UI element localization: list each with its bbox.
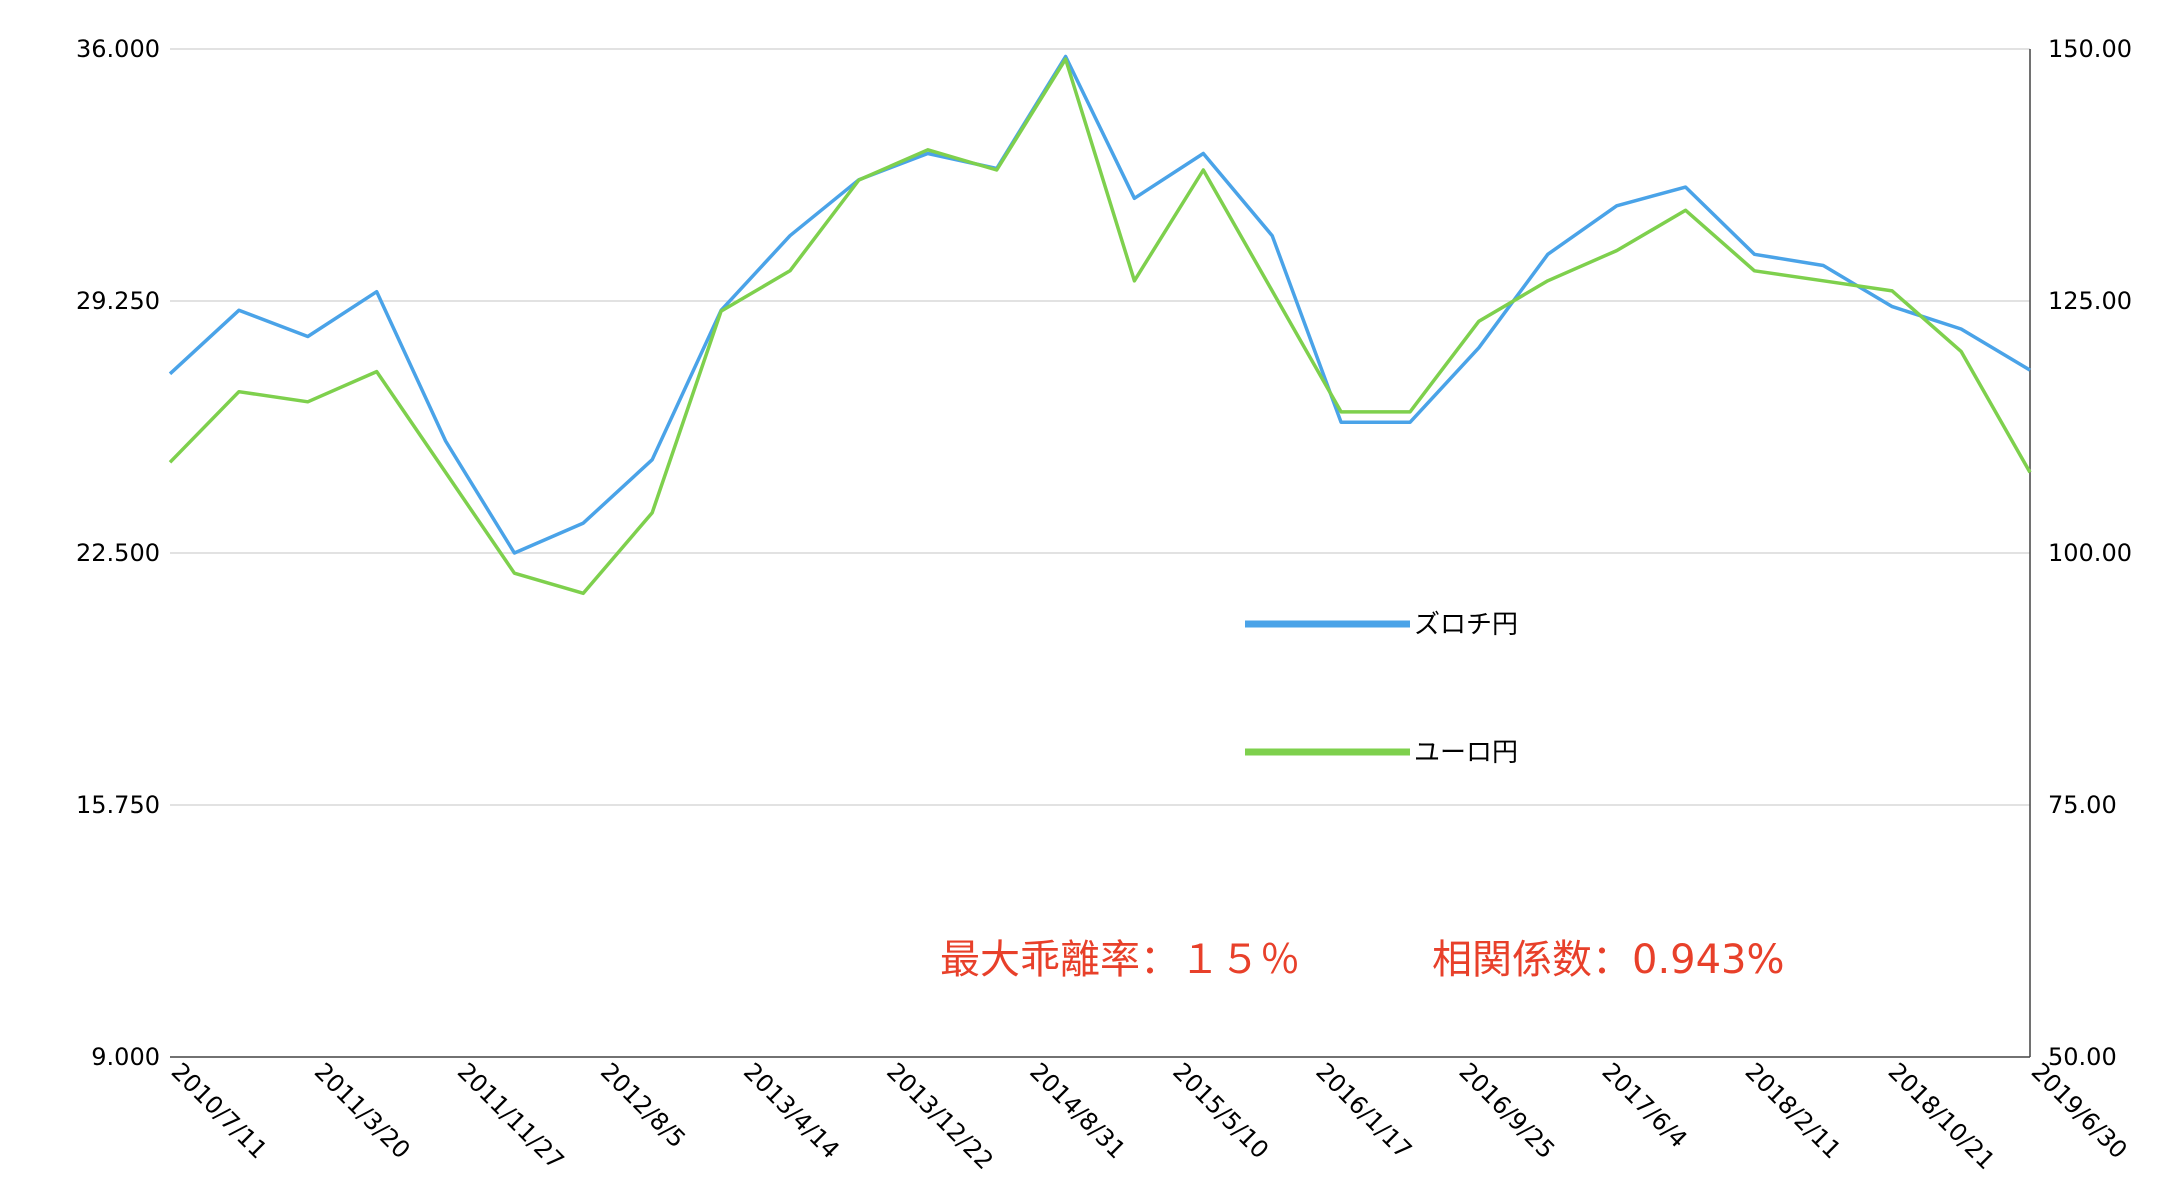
y2-tick-label: 75.00 — [2048, 791, 2117, 819]
x-tick-label: 2019/6/30 — [2026, 1057, 2133, 1164]
x-tick: 2013/12/22 — [881, 1057, 999, 1175]
x-tick-label: 2018/2/11 — [1740, 1057, 1847, 1164]
y-tick-label: 15.750 — [76, 791, 160, 819]
y-tick-labels-left: 9.000 15.750 22.500 29.250 36.000 — [76, 35, 160, 1071]
x-tick-label: 2013/12/22 — [881, 1057, 999, 1175]
axes — [170, 49, 2031, 1058]
x-tick: 2016/1/17 — [1310, 1057, 1417, 1164]
x-tick: 2013/4/14 — [738, 1057, 845, 1164]
x-tick: 2017/6/4 — [1597, 1057, 1693, 1153]
x-tick-label: 2017/6/4 — [1597, 1057, 1693, 1153]
x-tick: 2016/9/25 — [1453, 1057, 1560, 1164]
y-tick-labels-right: 50.00 75.00 100.00 125.00 150.00 — [2048, 35, 2132, 1071]
max-divergence-annotation: 最大乖離率：１５％ — [940, 937, 1300, 983]
y2-tick-label: 150.00 — [2048, 35, 2132, 63]
x-tick-labels: 2010/7/11 2011/3/20 2011/11/27 2012/8/5 2013… — [166, 1057, 2133, 1175]
correlation-annotation: 相関係数：0.943% — [1432, 937, 1785, 983]
x-tick: 2011/3/20 — [309, 1057, 416, 1164]
series-line-zloty — [168, 54, 2031, 555]
annotations: 最大乖離率：１５％ 相関係数：0.943% — [940, 937, 1785, 983]
x-tick-label: 2012/8/5 — [595, 1057, 691, 1153]
x-tick-label: 2010/7/11 — [166, 1057, 273, 1164]
y-tick-label: 36.000 — [76, 35, 160, 63]
x-tick-label: 2014/8/31 — [1024, 1057, 1131, 1164]
y2-tick-label: 125.00 — [2048, 287, 2132, 315]
legend: ズロチ円 ユーロ円 — [1245, 610, 1518, 768]
x-tick-label: 2011/11/27 — [452, 1057, 570, 1175]
x-tick: 2010/7/11 — [166, 1057, 273, 1164]
x-tick-label: 2013/4/14 — [738, 1057, 845, 1164]
x-tick: 2015/5/10 — [1167, 1057, 1274, 1164]
y2-tick-label: 50.00 — [2048, 1043, 2117, 1071]
legend-label-zloty: ズロチ円 — [1414, 610, 1518, 640]
x-tick-label: 2016/9/25 — [1453, 1057, 1560, 1164]
series-line-euro — [168, 57, 2032, 596]
x-tick-label: 2016/1/17 — [1310, 1057, 1417, 1164]
legend-label-euro: ユーロ円 — [1414, 738, 1518, 768]
y-tick-label: 9.000 — [91, 1043, 160, 1071]
x-tick: 2019/6/30 — [2026, 1057, 2133, 1164]
gridlines — [170, 48, 2030, 806]
y-tick-label: 22.500 — [76, 539, 160, 567]
y-tick-label: 29.250 — [76, 287, 160, 315]
series-lines — [168, 54, 2032, 596]
x-tick: 2012/8/5 — [595, 1057, 691, 1153]
x-tick: 2014/8/31 — [1024, 1057, 1131, 1164]
x-tick: 2018/2/11 — [1740, 1057, 1847, 1164]
x-tick-label: 2018/10/21 — [1883, 1057, 2001, 1175]
y2-tick-label: 100.00 — [2048, 539, 2132, 567]
x-tick: 2018/10/21 — [1883, 1057, 2001, 1175]
x-tick-label: 2011/3/20 — [309, 1057, 416, 1164]
x-tick-label: 2015/5/10 — [1167, 1057, 1274, 1164]
x-tick: 2011/11/27 — [452, 1057, 570, 1175]
